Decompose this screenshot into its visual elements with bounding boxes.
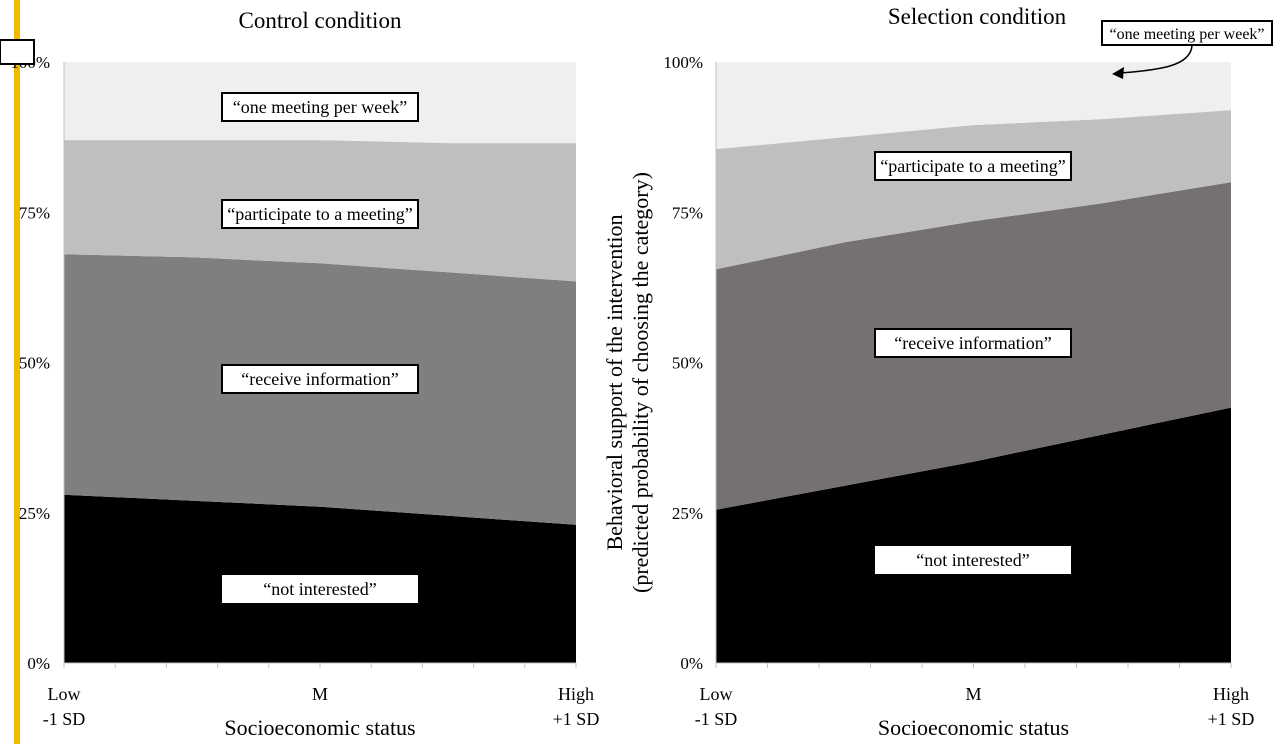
x-tick-label-secondary: -1 SD xyxy=(695,709,738,729)
x-tick-label-secondary: +1 SD xyxy=(1208,709,1255,729)
selection-condition-chart: 0% 25% 50% 75% 100% Low -1 SD M High +1 SD Socioec… xyxy=(602,4,1273,740)
x-tick-label-secondary: +1 SD xyxy=(553,709,600,729)
series-label-participate-to-a-meeting: “participate to a meeting” xyxy=(227,204,412,224)
y-tick-label: 25% xyxy=(19,504,50,523)
series-label-one-meeting-per-week: “one meeting per week” xyxy=(1109,26,1264,43)
label-box-one-meeting-per-week xyxy=(221,92,419,122)
x-tick-label: M xyxy=(965,684,981,704)
annotation-arrow-head xyxy=(1112,67,1124,79)
label-box-participate-to-a-meeting xyxy=(874,151,1072,181)
chart-title: Selection condition xyxy=(888,4,1067,29)
label-box-not-interested xyxy=(875,546,1071,574)
chart-title: Control condition xyxy=(239,8,402,33)
series-label-participate-to-a-meeting: “participate to a meeting” xyxy=(880,156,1065,176)
x-tick-label-secondary: -1 SD xyxy=(43,709,86,729)
series-label-not-interested: “not interested” xyxy=(263,579,376,599)
area-participate-to-a-meeting xyxy=(716,110,1231,270)
annotations xyxy=(0,39,1193,79)
y-tick-label: 25% xyxy=(672,504,703,523)
y-tick-label: 50% xyxy=(19,354,50,373)
x-tick-label: High xyxy=(1213,684,1249,704)
series-label-receive-information: “receive information” xyxy=(241,369,398,389)
x-tick-label: Low xyxy=(700,684,733,704)
left-margin-strip xyxy=(0,0,14,744)
y-tick-label: 0% xyxy=(680,654,703,673)
label-box-not-interested xyxy=(222,575,418,603)
label-box-receive-information xyxy=(221,364,419,394)
y-axis-title: Behavioral support of the intervention xyxy=(602,214,627,550)
x-tick-label: High xyxy=(558,684,594,704)
area-one-meeting-per-week xyxy=(716,62,1231,150)
series-label-not-interested: “not interested” xyxy=(916,550,1029,570)
label-box-one-meeting-per-week xyxy=(1101,20,1273,46)
series-label-one-meeting-per-week: “one meeting per week” xyxy=(233,97,407,117)
y-tick-label: 50% xyxy=(672,354,703,373)
x-axis-title: Socioeconomic status xyxy=(878,715,1069,740)
yellow-accent-bar xyxy=(14,0,20,744)
x-tick-label: Low xyxy=(48,684,81,704)
label-box-receive-information xyxy=(874,328,1072,358)
y-tick-label: 75% xyxy=(672,203,703,222)
y-tick-label: 100% xyxy=(663,53,703,72)
x-axis-title: Socioeconomic status xyxy=(224,715,415,740)
cropped-label-box xyxy=(0,39,35,65)
y-tick-label: 75% xyxy=(19,203,50,222)
area-not-interested xyxy=(716,407,1231,663)
y-axis-title-secondary: (predicted probability of choosing the c… xyxy=(628,172,653,593)
series-label-receive-information: “receive information” xyxy=(894,333,1051,353)
y-tick-label: 0% xyxy=(27,654,50,673)
label-box-participate-to-a-meeting xyxy=(221,199,419,229)
annotation-arrow-line xyxy=(1119,45,1193,74)
x-tick-label: M xyxy=(312,684,328,704)
